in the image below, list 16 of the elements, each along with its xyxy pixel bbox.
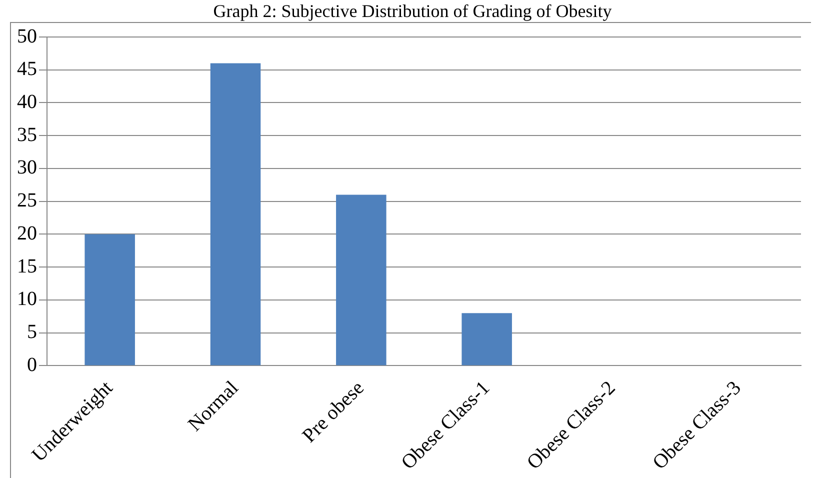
bar (336, 194, 386, 366)
y-tick-label: 20 (17, 222, 37, 244)
y-tick-label: 5 (27, 321, 37, 344)
y-tick-label: 25 (17, 190, 37, 212)
y-tick-label: 30 (17, 156, 37, 179)
chart-title: Graph 2: Subjective Distribution of Grading of Obesity (212, 1, 613, 21)
y-tick-label: 10 (17, 288, 37, 310)
bar (84, 234, 135, 366)
y-tick-label: 50 (17, 25, 37, 48)
y-tick-label: 40 (17, 90, 37, 113)
y-tick-label: 45 (17, 58, 37, 80)
bar (210, 63, 261, 366)
bar (462, 313, 512, 366)
y-tick-label: 0 (27, 354, 37, 376)
y-tick-label: 35 (17, 124, 37, 146)
y-tick-label: 15 (17, 255, 37, 278)
